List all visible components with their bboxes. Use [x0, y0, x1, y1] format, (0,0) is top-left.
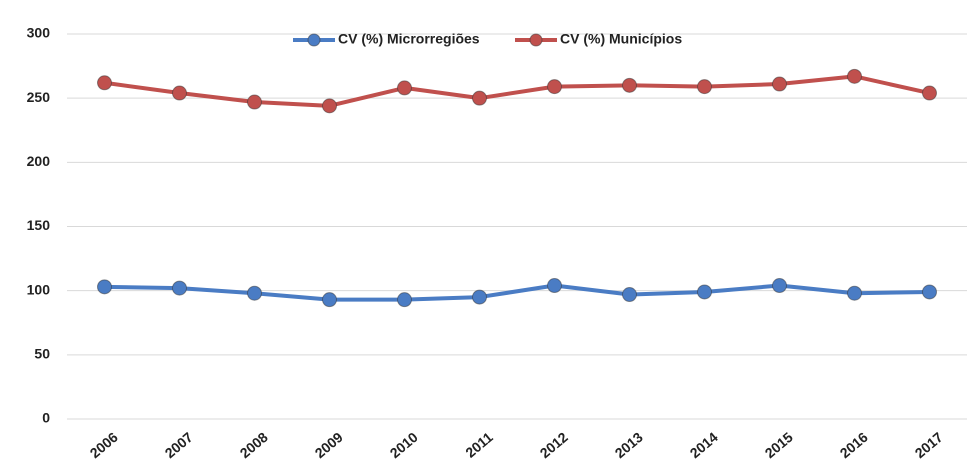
legend-label: CV (%) Microrregiões — [338, 31, 480, 47]
x-tick-label: 2009 — [312, 429, 346, 461]
y-tick-label: 100 — [27, 281, 51, 297]
point — [472, 289, 487, 305]
x-tick-label: 2015 — [762, 429, 796, 461]
point — [922, 284, 937, 300]
point — [772, 76, 787, 92]
legend-marker — [307, 33, 321, 47]
x-tick-label: 2008 — [237, 429, 271, 461]
x-tick-label: 2014 — [687, 429, 721, 461]
point — [697, 284, 712, 300]
point — [322, 292, 337, 308]
point — [247, 285, 262, 301]
point — [697, 79, 712, 95]
point — [172, 85, 187, 101]
x-tick-label: 2012 — [537, 429, 571, 461]
point — [847, 285, 862, 301]
point — [97, 279, 112, 295]
point — [622, 77, 637, 93]
point — [97, 75, 112, 91]
point — [397, 80, 412, 96]
series-line — [104, 283, 930, 302]
point — [547, 79, 562, 95]
point — [247, 94, 262, 110]
x-tick-label: 2011 — [462, 429, 496, 461]
x-tick-label: 2017 — [912, 429, 946, 461]
legend-label: CV (%) Municípios — [560, 31, 682, 47]
point — [772, 278, 787, 294]
x-tick-label: 2007 — [162, 429, 196, 461]
point — [472, 90, 487, 106]
x-tick-label: 2010 — [387, 429, 421, 461]
series-line — [104, 74, 930, 108]
point — [847, 68, 862, 84]
y-tick-label: 50 — [34, 346, 50, 362]
x-tick-label: 2016 — [837, 429, 871, 461]
point — [397, 292, 412, 308]
x-tick-label: 2013 — [612, 429, 646, 461]
y-tick-label: 200 — [27, 153, 51, 169]
x-tick-label: 2006 — [87, 429, 121, 461]
point — [322, 98, 337, 114]
y-tick-label: 300 — [27, 25, 51, 41]
point — [922, 85, 937, 101]
y-tick-label: 0 — [42, 410, 50, 426]
point — [622, 287, 637, 303]
point — [547, 278, 562, 294]
y-tick-label: 150 — [27, 217, 51, 233]
legend-marker — [529, 33, 543, 47]
point — [172, 280, 187, 296]
y-tick-label: 250 — [27, 89, 51, 105]
